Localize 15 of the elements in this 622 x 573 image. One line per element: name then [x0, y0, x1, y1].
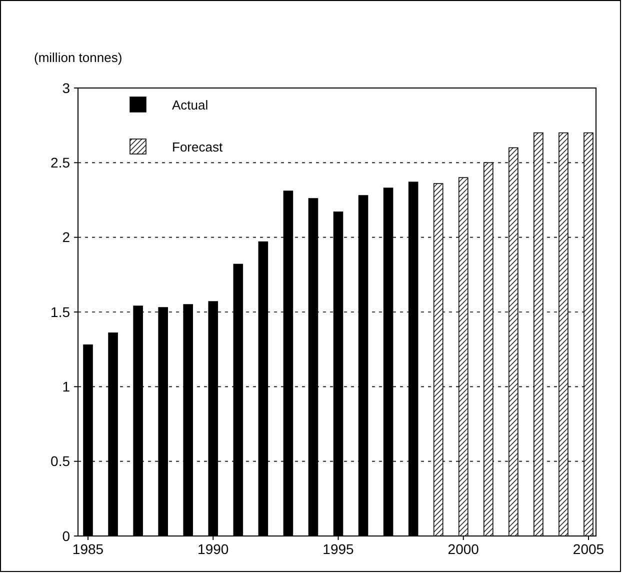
x-tick-label: 1995	[322, 541, 354, 557]
y-tick-label: 0.5	[50, 453, 70, 470]
x-tick-label: 2000	[448, 541, 480, 557]
x-tick-label: 2005	[572, 541, 604, 557]
y-tick-label: 1	[62, 378, 70, 395]
y-tick-label: 3	[62, 80, 70, 96]
legend-label: Actual	[172, 98, 208, 113]
y-tick-label: 2	[62, 229, 70, 246]
x-tick-label: 1990	[198, 541, 229, 557]
y-tick-label: 2.5	[50, 154, 70, 171]
y-axis-title: (million tonnes)	[34, 50, 122, 65]
legend-label: Forecast	[172, 140, 223, 155]
x-tick-label: 1985	[72, 541, 104, 557]
y-tick-label: 0	[62, 528, 70, 544]
y-tick-label: 1.5	[50, 304, 70, 320]
